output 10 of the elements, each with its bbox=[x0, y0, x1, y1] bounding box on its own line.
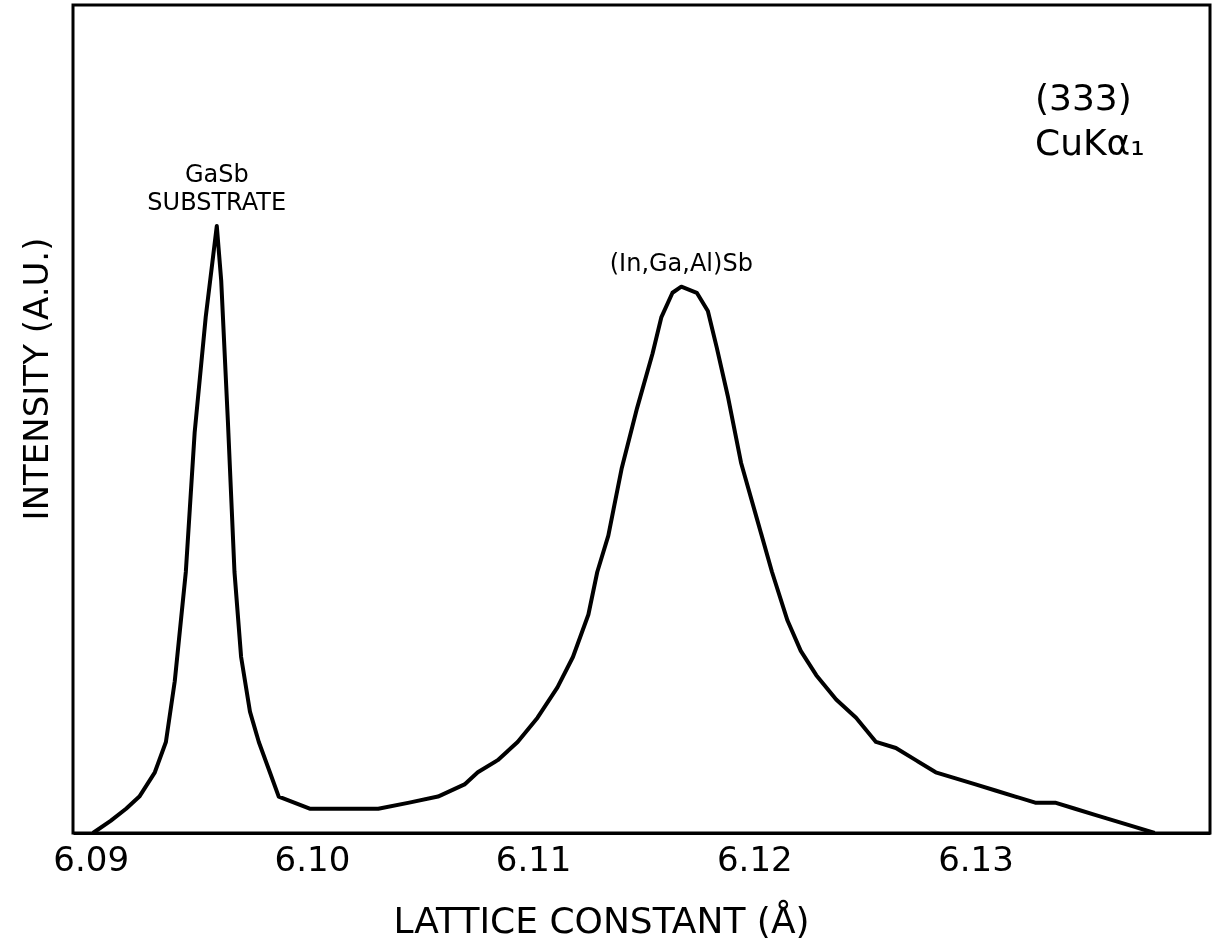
x-axis-title: LATTICE CONSTANT (Å) bbox=[393, 899, 810, 941]
y-axis-title: INTENSITY (A.U.) bbox=[16, 237, 56, 521]
annotation: (In,Ga,Al)Sb bbox=[609, 248, 753, 277]
x-tick-label: 6.09 bbox=[53, 839, 130, 880]
x-tick-label: 6.11 bbox=[495, 839, 572, 880]
annotation: GaSb SUBSTRATE bbox=[147, 160, 287, 216]
x-tick-label: 6.12 bbox=[716, 839, 793, 880]
text: (333) CuKα₁ bbox=[1035, 77, 1145, 163]
x-tick-label: 6.10 bbox=[274, 839, 351, 880]
x-tick-label: 6.13 bbox=[938, 839, 1014, 880]
